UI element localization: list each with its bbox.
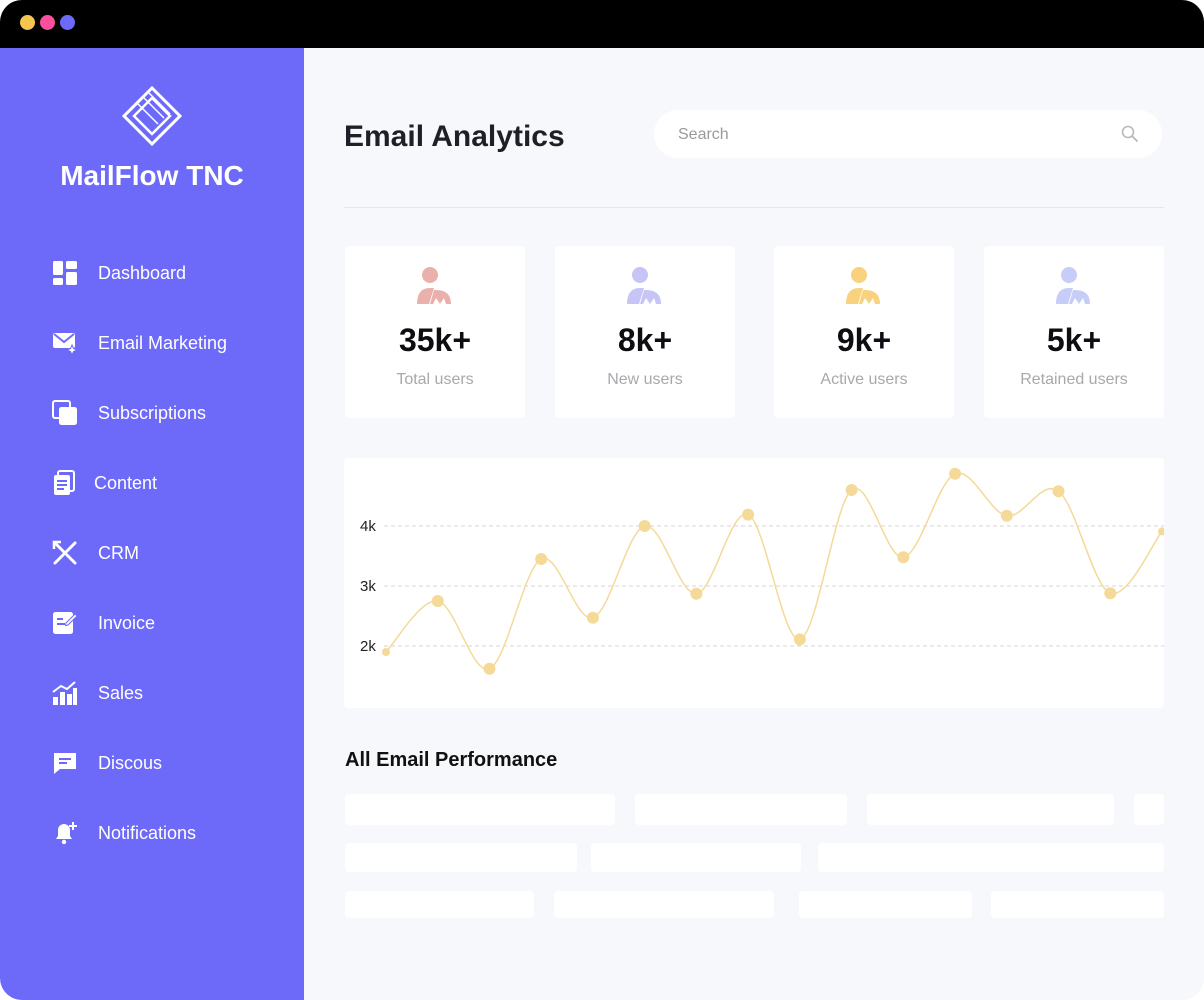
sidebar-item-label: Notifications <box>98 822 197 843</box>
sidebar-item-email-marketing[interactable]: Email Marketing <box>52 328 282 358</box>
main-content: Email Analytics 35k+ Total users <box>304 48 1204 1000</box>
data-point[interactable] <box>1158 527 1164 536</box>
brand-logo-icon <box>122 86 182 146</box>
stat-label: Retained users <box>1020 371 1128 388</box>
sidebar-item-subscriptions[interactable]: Subscriptions <box>52 398 282 428</box>
data-point[interactable] <box>483 662 496 675</box>
stat-card-active-users: 9k+ Active users <box>774 246 954 418</box>
sales-icon <box>52 681 77 705</box>
email-marketing-icon <box>53 333 78 356</box>
sidebar-item-label: CRM <box>98 542 139 563</box>
stat-value: 5k+ <box>1046 322 1102 358</box>
sidebar-item-content[interactable]: Content <box>52 468 282 498</box>
stat-value: 9k+ <box>836 322 892 358</box>
sidebar: MailFlow TNC Dashboard Email Marketing <box>0 48 304 1000</box>
user-icon <box>627 267 661 304</box>
crm-icon <box>52 540 77 565</box>
title-bar <box>0 0 1204 48</box>
sidebar-item-label: Discous <box>98 752 163 773</box>
search-icon[interactable] <box>1120 124 1140 144</box>
stat-label: Active users <box>820 371 908 388</box>
data-point[interactable] <box>690 587 703 600</box>
placeholder-cell <box>591 843 801 872</box>
subscriptions-icon <box>52 400 77 425</box>
data-point[interactable] <box>949 467 962 480</box>
data-point[interactable] <box>1000 509 1013 522</box>
placeholder-cell <box>991 891 1164 918</box>
sidebar-item-label: Sales <box>98 682 144 703</box>
user-icon <box>846 267 880 304</box>
placeholder-cell <box>1134 794 1164 825</box>
data-point[interactable] <box>535 553 548 565</box>
content-icon <box>54 470 75 495</box>
dashboard-icon <box>53 261 77 285</box>
placeholder-cell <box>799 891 972 918</box>
window-close-dot[interactable] <box>60 15 75 30</box>
discuss-icon <box>54 753 76 774</box>
stat-label: Total users <box>396 371 474 388</box>
sidebar-item-sales[interactable]: Sales <box>52 678 282 708</box>
user-icon <box>417 267 451 304</box>
window-minimize-dot[interactable] <box>20 15 35 30</box>
users-line-chart: 4k 3k 2k <box>344 458 1164 708</box>
y-tick-label: 2k <box>360 638 376 655</box>
brand-name: MailFlow TNC <box>60 160 244 191</box>
stat-value: 35k+ <box>398 322 472 358</box>
sidebar-item-notifications[interactable]: Notifications <box>52 818 282 848</box>
data-point[interactable] <box>742 508 755 521</box>
y-tick-label: 4k <box>360 518 376 535</box>
sidebar-item-invoice[interactable]: Invoice <box>52 608 282 638</box>
data-point[interactable] <box>638 520 651 532</box>
stat-label: New users <box>607 371 683 388</box>
page-title: Email Analytics <box>344 120 565 153</box>
header-divider <box>344 207 1164 208</box>
notifications-icon <box>56 822 77 845</box>
stat-card-total-users: 35k+ Total users <box>345 246 525 418</box>
invoice-icon <box>53 612 78 634</box>
sidebar-item-label: Dashboard <box>98 262 187 283</box>
sidebar-item-label: Content <box>94 472 158 493</box>
series-line <box>385 472 1163 670</box>
y-tick-label: 3k <box>360 578 376 595</box>
search-bar[interactable] <box>654 110 1162 160</box>
stat-card-new-users: 8k+ New users <box>555 246 735 418</box>
sidebar-item-dashboard[interactable]: Dashboard <box>52 258 282 288</box>
sidebar-item-label: Subscriptions <box>98 402 207 423</box>
sidebar-item-discuss[interactable]: Discous <box>52 748 282 778</box>
sidebar-item-label: Invoice <box>98 612 156 633</box>
data-point[interactable] <box>1052 485 1065 498</box>
sidebar-item-crm[interactable]: CRM <box>52 538 282 568</box>
placeholder-cell <box>635 794 847 825</box>
placeholder-cell <box>345 891 534 918</box>
placeholder-cell <box>554 891 774 918</box>
sidebar-item-label: Email Marketing <box>98 332 228 353</box>
data-point[interactable] <box>382 648 390 656</box>
stat-value: 8k+ <box>617 322 673 358</box>
data-point[interactable] <box>1104 587 1117 600</box>
data-point[interactable] <box>897 551 910 564</box>
search-input[interactable] <box>676 110 1100 160</box>
placeholder-cell <box>867 794 1114 825</box>
line-chart-svg: 4k 3k 2k <box>360 467 1164 675</box>
section-title-email-performance: All Email Performance <box>345 749 558 771</box>
placeholder-cell <box>345 843 577 872</box>
data-point[interactable] <box>586 611 599 624</box>
window-maximize-dot[interactable] <box>40 15 55 30</box>
data-point[interactable] <box>431 595 444 607</box>
data-point[interactable] <box>845 484 858 496</box>
stat-card-retained-users: 5k+ Retained users <box>984 246 1164 418</box>
placeholder-cell <box>818 843 1164 872</box>
user-icon <box>1056 267 1090 304</box>
data-point[interactable] <box>793 633 806 646</box>
placeholder-cell <box>345 794 615 825</box>
